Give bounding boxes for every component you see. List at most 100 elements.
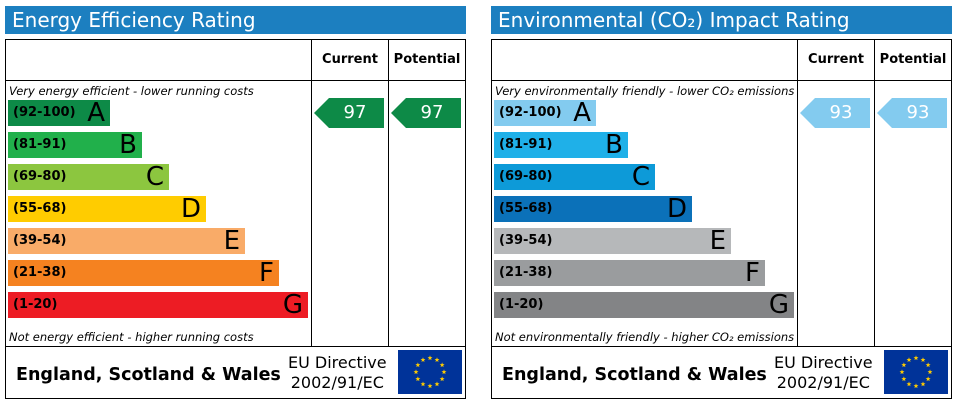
potential-rating-value: 93: [906, 102, 930, 123]
band-letter: A: [87, 98, 105, 128]
rating-chart: Current Potential Very environmentally f…: [491, 39, 952, 399]
star-icon: [427, 355, 433, 361]
current-rating-arrow: 93: [800, 98, 870, 128]
band-d: (55-68) D: [494, 194, 692, 224]
column-header-current: Current: [808, 52, 864, 67]
star-icon: [901, 376, 907, 382]
star-icon: [441, 369, 447, 375]
footer-directive: EU Directive 2002/91/EC: [774, 353, 873, 393]
energy-efficiency-panel: Energy Efficiency Rating Current Potenti…: [5, 6, 466, 399]
footer-region: England, Scotland & Wales: [16, 365, 281, 385]
band-letter: E: [223, 226, 240, 256]
band-b: (81-91) B: [8, 130, 142, 160]
bottom-note: Not environmentally friendly - higher CO…: [495, 330, 795, 344]
star-icon: [415, 376, 421, 382]
star-icon: [913, 355, 919, 361]
divider: [492, 80, 951, 81]
band-letter: A: [573, 98, 591, 128]
star-icon: [434, 381, 440, 387]
star-icon: [413, 369, 419, 375]
band-letter: B: [119, 130, 137, 160]
band-range-label: (69-80): [13, 169, 67, 184]
current-arrow-shape: [800, 98, 870, 128]
band-range-label: (39-54): [499, 233, 553, 248]
band-letter: D: [180, 194, 201, 224]
divider: [797, 40, 798, 346]
band-g: (1-20) G: [8, 290, 308, 320]
band-d: (55-68) D: [8, 194, 206, 224]
band-b: (81-91) B: [494, 130, 628, 160]
band-letter: C: [631, 162, 650, 192]
band-letter: G: [768, 290, 789, 320]
directive-number: 2002/91/EC: [290, 373, 384, 392]
current-arrow-shape: [314, 98, 384, 128]
star-icon: [415, 362, 421, 368]
top-note: Very environmentally friendly - lower CO…: [495, 84, 795, 98]
divider: [874, 40, 875, 346]
band-letter: C: [145, 162, 164, 192]
bottom-note: Not energy efficient - higher running co…: [9, 330, 254, 344]
directive-line: EU Directive: [288, 353, 387, 372]
rating-chart: Current Potential Very energy efficient …: [5, 39, 466, 399]
star-icon: [906, 381, 912, 387]
band-letter: E: [709, 226, 726, 256]
star-icon: [439, 362, 445, 368]
divider: [388, 40, 389, 346]
band-a: (92-100) A: [494, 98, 596, 128]
current-rating-value: 97: [343, 102, 367, 123]
band-f: (21-38) F: [8, 258, 279, 288]
band-range-label: (1-20): [499, 297, 544, 312]
current-rating-value: 93: [829, 102, 853, 123]
divider: [6, 346, 465, 347]
band-letter: G: [282, 290, 303, 320]
divider: [311, 40, 312, 346]
eu-flag-icon: [884, 350, 948, 394]
star-icon: [420, 357, 426, 362]
star-icon: [427, 383, 433, 389]
potential-rating-arrow: 97: [391, 98, 461, 128]
star-icon: [920, 381, 926, 387]
panel-title: Environmental (CO₂) Impact Rating: [491, 6, 952, 34]
star-icon: [439, 376, 445, 382]
band-a: (92-100) A: [8, 98, 110, 128]
band-range-label: (81-91): [13, 137, 67, 152]
band-range-label: (69-80): [499, 169, 553, 184]
column-header-potential: Potential: [393, 52, 461, 67]
band-range-label: (92-100): [13, 105, 76, 120]
directive-number: 2002/91/EC: [776, 373, 870, 392]
panel-title: Energy Efficiency Rating: [5, 6, 466, 34]
band-g: (1-20) G: [494, 290, 794, 320]
star-icon: [925, 376, 931, 382]
band-c: (69-80) C: [8, 162, 169, 192]
current-rating-arrow: 97: [314, 98, 384, 128]
band-letter: F: [259, 258, 274, 288]
band-range-label: (92-100): [499, 105, 562, 120]
star-icon: [925, 362, 931, 368]
star-icon: [901, 362, 907, 368]
star-icon: [434, 357, 440, 362]
potential-rating-arrow: 93: [877, 98, 947, 128]
column-header-potential: Potential: [879, 52, 947, 67]
band-e: (39-54) E: [8, 226, 245, 256]
band-e: (39-54) E: [494, 226, 731, 256]
footer-region: England, Scotland & Wales: [502, 365, 767, 385]
star-icon: [899, 369, 905, 375]
band-letter: D: [666, 194, 687, 224]
top-note: Very energy efficient - lower running co…: [9, 84, 254, 98]
band-range-label: (55-68): [499, 201, 553, 216]
band-f: (21-38) F: [494, 258, 765, 288]
potential-arrow-shape: [391, 98, 461, 128]
potential-rating-value: 97: [420, 102, 444, 123]
band-range-label: (21-38): [499, 265, 553, 280]
band-c: (69-80) C: [494, 162, 655, 192]
eu-flag-icon: [398, 350, 462, 394]
band-range-label: (21-38): [13, 265, 67, 280]
footer-directive: EU Directive 2002/91/EC: [288, 353, 387, 393]
band-letter: F: [745, 258, 760, 288]
band-range-label: (55-68): [13, 201, 67, 216]
divider: [6, 80, 465, 81]
band-letter: B: [605, 130, 623, 160]
environmental-impact-panel: Environmental (CO₂) Impact Rating Curren…: [491, 6, 952, 399]
star-icon: [906, 357, 912, 362]
potential-arrow-shape: [877, 98, 947, 128]
